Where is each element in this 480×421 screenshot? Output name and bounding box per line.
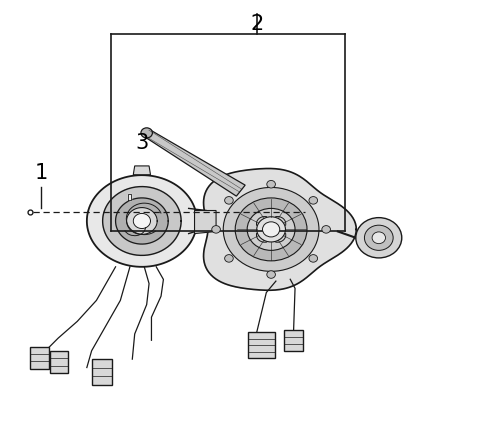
Bar (49, 351, 68, 373)
Circle shape (364, 225, 393, 250)
Polygon shape (103, 187, 181, 256)
Circle shape (223, 187, 319, 272)
Text: 2: 2 (250, 14, 264, 34)
Text: 3: 3 (135, 133, 148, 153)
Bar (284, 330, 303, 351)
Circle shape (247, 208, 295, 250)
Bar (30, 347, 48, 369)
Bar (248, 332, 275, 358)
Polygon shape (127, 208, 157, 234)
Circle shape (257, 217, 286, 242)
Circle shape (225, 197, 233, 204)
Polygon shape (116, 198, 168, 244)
Polygon shape (87, 175, 197, 267)
Polygon shape (144, 129, 245, 196)
Circle shape (212, 226, 220, 233)
Bar (92, 360, 112, 385)
Polygon shape (204, 168, 356, 290)
Circle shape (356, 218, 402, 258)
Polygon shape (129, 194, 132, 200)
Circle shape (309, 197, 318, 204)
Circle shape (141, 128, 153, 138)
Circle shape (263, 222, 280, 237)
Circle shape (322, 226, 330, 233)
Polygon shape (133, 166, 151, 175)
Text: 1: 1 (35, 163, 48, 183)
Circle shape (235, 198, 307, 261)
Circle shape (267, 271, 276, 278)
Polygon shape (194, 210, 216, 234)
Circle shape (372, 232, 385, 244)
Circle shape (267, 181, 276, 188)
Circle shape (225, 255, 233, 262)
Polygon shape (133, 213, 151, 229)
Circle shape (309, 255, 318, 262)
